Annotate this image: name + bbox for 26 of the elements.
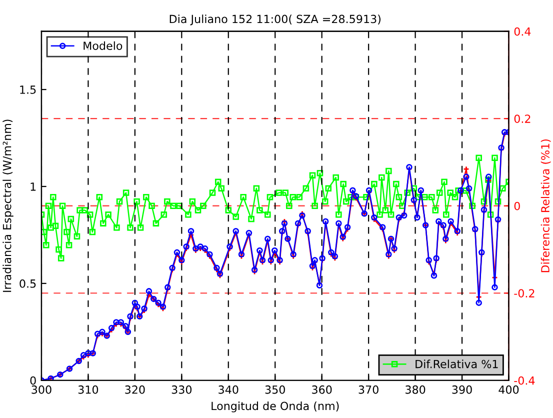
x-tick-label: 390 (452, 385, 472, 394)
x-tick-label: 350 (265, 385, 285, 394)
x-tick-label: 380 (406, 385, 426, 394)
x-tick-label: 370 (358, 385, 378, 394)
x-tick-label: 360 (312, 385, 332, 394)
legend-label: Modelo (84, 41, 122, 50)
x-tick-label: 340 (218, 385, 238, 394)
y-tick-label: 0 (30, 376, 36, 385)
y2-axis-title: Diferencia Relativa (%1) (540, 139, 551, 272)
y-axis-title: Irradiancia Espectral (W/m²nm) (2, 120, 14, 292)
y2-tick-label: 0.4 (514, 27, 531, 36)
legend-label: Dif.Relativa %1 (416, 360, 498, 368)
y-tick-label: 1 (30, 182, 36, 191)
y2-tick-label: -0.4 (514, 376, 535, 385)
y-tick-label: 1.5 (20, 86, 36, 94)
y2-tick-label: 0 (514, 202, 520, 210)
y-tick-label: 0.5 (20, 279, 36, 288)
x-axis-title: Longitud de Onda (nm) (212, 402, 339, 412)
x-tick-label: 310 (78, 385, 98, 394)
chart-title: Dia Juliano 152 11:00( SZA =28.5913) (170, 14, 380, 26)
x-tick-label: 330 (172, 385, 192, 394)
x-tick-label: 300 (32, 385, 52, 394)
y2-tick-label: -0.2 (514, 289, 534, 298)
y2-tick-label: 0.2 (514, 114, 530, 123)
x-tick-label: 400 (498, 385, 519, 394)
x-tick-label: 320 (125, 385, 145, 394)
